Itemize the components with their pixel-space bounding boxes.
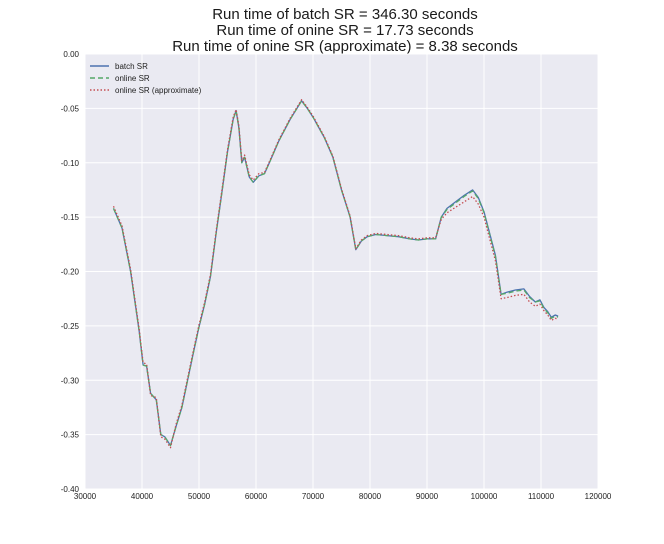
x-axis: 30000 40000 50000 60000 70000 80000 90000 10000… xyxy=(74,492,612,501)
x-tick-label: 60000 xyxy=(245,492,268,501)
y-tick-label: -0.20 xyxy=(61,268,80,277)
y-tick-label: -0.40 xyxy=(61,485,80,494)
title-line-3: Run time of onine SR (approximate) = 8.3… xyxy=(172,38,518,55)
legend-label-1: batch SR xyxy=(115,62,148,71)
series-line-3 xyxy=(112,99,559,449)
x-tick-label: 110000 xyxy=(528,492,555,501)
y-axis: 0.00 -0.05 -0.10 -0.15 -0.20 -0.25 -0.30 -0.35 -… xyxy=(61,50,80,494)
x-tick-label: 90000 xyxy=(416,492,439,501)
legend-label-2: online SR xyxy=(115,74,150,83)
y-tick-label: -0.25 xyxy=(61,322,80,331)
title-line-2: Run time of onine SR = 17.73 seconds xyxy=(216,22,473,39)
x-tick-label: 30000 xyxy=(74,492,97,501)
grid xyxy=(84,53,599,490)
chart-title: Run time of batch SR = 346.30 seconds Ru… xyxy=(172,6,518,55)
x-tick-label: 40000 xyxy=(131,492,154,501)
title-line-1: Run time of batch SR = 346.30 seconds xyxy=(212,6,478,23)
x-tick-label: 120000 xyxy=(585,492,612,501)
x-tick-label: 70000 xyxy=(302,492,325,501)
y-tick-label: -0.30 xyxy=(61,376,80,385)
legend: batch SR online SR online SR (approximate) xyxy=(90,62,202,95)
series-lines xyxy=(112,99,559,449)
x-tick-label: 100000 xyxy=(471,492,498,501)
y-tick-label: -0.05 xyxy=(61,104,80,113)
y-tick-label: 0.00 xyxy=(63,50,79,59)
y-tick-label: -0.35 xyxy=(61,431,80,440)
y-tick-label: -0.10 xyxy=(61,159,80,168)
x-tick-label: 50000 xyxy=(188,492,211,501)
y-tick-label: -0.15 xyxy=(61,213,80,222)
x-tick-label: 80000 xyxy=(359,492,382,501)
legend-label-3: online SR (approximate) xyxy=(115,86,202,95)
